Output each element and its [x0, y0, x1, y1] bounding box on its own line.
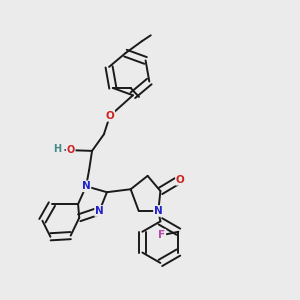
Text: N: N — [154, 206, 163, 216]
Text: N: N — [95, 206, 104, 216]
Text: O: O — [67, 145, 75, 155]
Text: O: O — [176, 175, 185, 185]
Text: N: N — [82, 181, 91, 191]
Text: H: H — [53, 144, 61, 154]
Text: O: O — [106, 111, 114, 121]
Text: F: F — [158, 230, 165, 240]
